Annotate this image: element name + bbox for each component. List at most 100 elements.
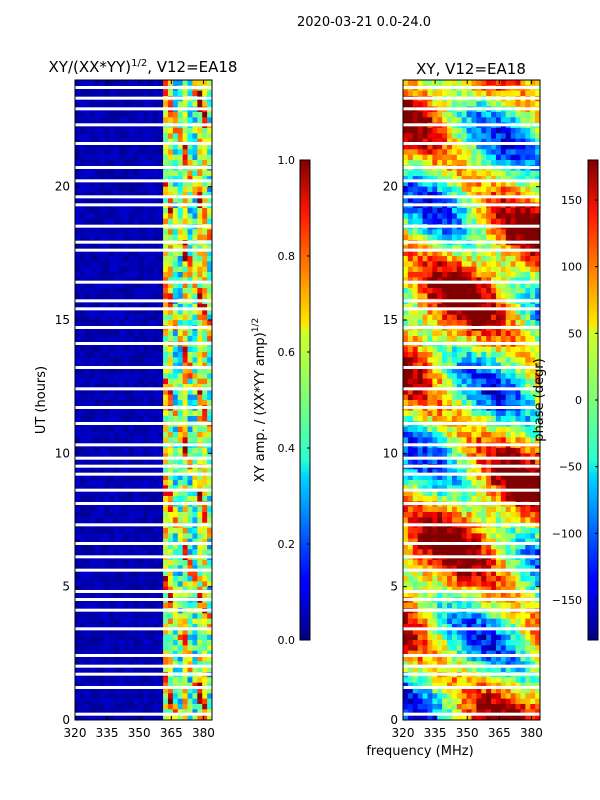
heatmap-cell bbox=[133, 656, 140, 662]
heatmap-cell bbox=[148, 218, 154, 225]
heatmap-cell bbox=[172, 618, 179, 625]
heatmap-cell bbox=[148, 517, 154, 524]
heatmap-cell bbox=[128, 650, 135, 657]
heatmap-cell bbox=[163, 362, 169, 369]
heatmap-cell bbox=[197, 629, 203, 636]
heatmap-cell bbox=[177, 506, 184, 513]
heatmap-cell bbox=[79, 394, 86, 401]
heatmap-cell bbox=[128, 133, 135, 140]
heatmap-cell bbox=[197, 437, 203, 444]
heatmap-cell bbox=[422, 154, 429, 161]
heatmap-cell bbox=[79, 218, 86, 225]
heatmap-cell bbox=[153, 650, 159, 657]
heatmap-cell bbox=[202, 496, 208, 502]
heatmap-cell bbox=[481, 266, 487, 273]
heatmap-cell bbox=[495, 304, 502, 310]
heatmap-cell bbox=[133, 378, 140, 385]
heatmap-cell bbox=[158, 538, 164, 545]
heatmap-cell bbox=[109, 117, 115, 124]
heatmap-cell bbox=[197, 602, 203, 609]
heatmap-cell bbox=[451, 144, 458, 150]
heatmap-cell bbox=[94, 629, 101, 636]
heatmap-cell bbox=[138, 389, 145, 396]
heatmap-cell bbox=[535, 90, 540, 97]
heatmap-cell bbox=[148, 197, 154, 204]
heatmap-cell bbox=[79, 485, 86, 492]
heatmap-cell bbox=[476, 362, 482, 369]
heatmap-cell bbox=[466, 160, 473, 166]
heatmap-cell bbox=[75, 208, 81, 214]
heatmap-cell bbox=[158, 160, 164, 166]
heatmap-cell bbox=[500, 288, 507, 294]
heatmap-cell bbox=[143, 101, 149, 108]
heatmap-cell bbox=[427, 117, 433, 124]
heatmap-cell bbox=[192, 378, 198, 385]
heatmap-cell bbox=[138, 186, 145, 193]
heatmap-cell bbox=[491, 320, 497, 326]
heatmap-cell bbox=[202, 394, 208, 401]
heatmap-cell bbox=[128, 496, 135, 502]
heatmap-cell bbox=[202, 170, 208, 177]
heatmap-cell bbox=[530, 362, 536, 369]
heatmap-cell bbox=[104, 506, 110, 513]
heatmap-cell bbox=[89, 565, 96, 572]
flagged-row bbox=[75, 654, 212, 657]
heatmap-cell bbox=[133, 293, 140, 300]
heatmap-cell bbox=[495, 346, 502, 353]
heatmap-cell bbox=[75, 458, 81, 465]
heatmap-cell bbox=[158, 378, 164, 385]
heatmap-cell bbox=[461, 277, 468, 284]
heatmap-cell bbox=[491, 186, 497, 193]
amplitude-heatmap bbox=[75, 80, 212, 720]
heatmap-cell bbox=[104, 154, 110, 161]
heatmap-cell bbox=[442, 128, 448, 134]
heatmap-cell bbox=[510, 346, 517, 353]
heatmap-cell bbox=[172, 197, 179, 204]
heatmap-cell bbox=[79, 629, 86, 636]
heatmap-cell bbox=[158, 314, 164, 321]
heatmap-cell bbox=[153, 533, 159, 540]
heatmap-cell bbox=[133, 437, 140, 444]
heatmap-cell bbox=[486, 304, 492, 310]
amplitude-ylabel: UT (hours) bbox=[34, 366, 49, 434]
heatmap-cell bbox=[187, 704, 194, 710]
heatmap-cell bbox=[535, 197, 540, 204]
heatmap-cell bbox=[500, 154, 507, 161]
heatmap-cell bbox=[79, 352, 86, 358]
heatmap-cell bbox=[75, 629, 81, 636]
heatmap-cell bbox=[138, 330, 145, 337]
heatmap-cell bbox=[143, 277, 149, 284]
heatmap-cell bbox=[432, 176, 438, 182]
heatmap-cell bbox=[104, 261, 110, 268]
heatmap-cell bbox=[133, 309, 140, 316]
heatmap-cell bbox=[123, 485, 130, 492]
heatmap-cell bbox=[84, 181, 91, 188]
heatmap-cell bbox=[182, 101, 189, 108]
heatmap-cell bbox=[202, 624, 208, 630]
heatmap-cell bbox=[167, 154, 174, 161]
heatmap-cell bbox=[99, 261, 105, 268]
heatmap-cell bbox=[75, 677, 81, 684]
heatmap-cell bbox=[99, 613, 105, 620]
heatmap-cell bbox=[114, 618, 120, 625]
heatmap-cell bbox=[182, 368, 189, 374]
heatmap-cell bbox=[89, 400, 96, 406]
heatmap-cell bbox=[148, 213, 154, 220]
heatmap-cell bbox=[197, 688, 203, 694]
heatmap-cell bbox=[148, 149, 154, 156]
heatmap-cell bbox=[182, 714, 189, 720]
heatmap-cell bbox=[471, 309, 477, 316]
heatmap-cell bbox=[153, 682, 159, 689]
heatmap-cell bbox=[138, 282, 145, 289]
heatmap-cell bbox=[133, 282, 140, 289]
heatmap-cell bbox=[187, 144, 194, 150]
heatmap-cell bbox=[114, 544, 120, 550]
heatmap-cell bbox=[119, 80, 125, 86]
heatmap-cell bbox=[133, 400, 140, 406]
heatmap-cell bbox=[119, 149, 125, 156]
heatmap-cell bbox=[403, 112, 409, 118]
heatmap-cell bbox=[437, 192, 443, 198]
heatmap-cell bbox=[167, 586, 174, 593]
heatmap-cell bbox=[207, 512, 212, 518]
heatmap-cell bbox=[109, 277, 115, 284]
